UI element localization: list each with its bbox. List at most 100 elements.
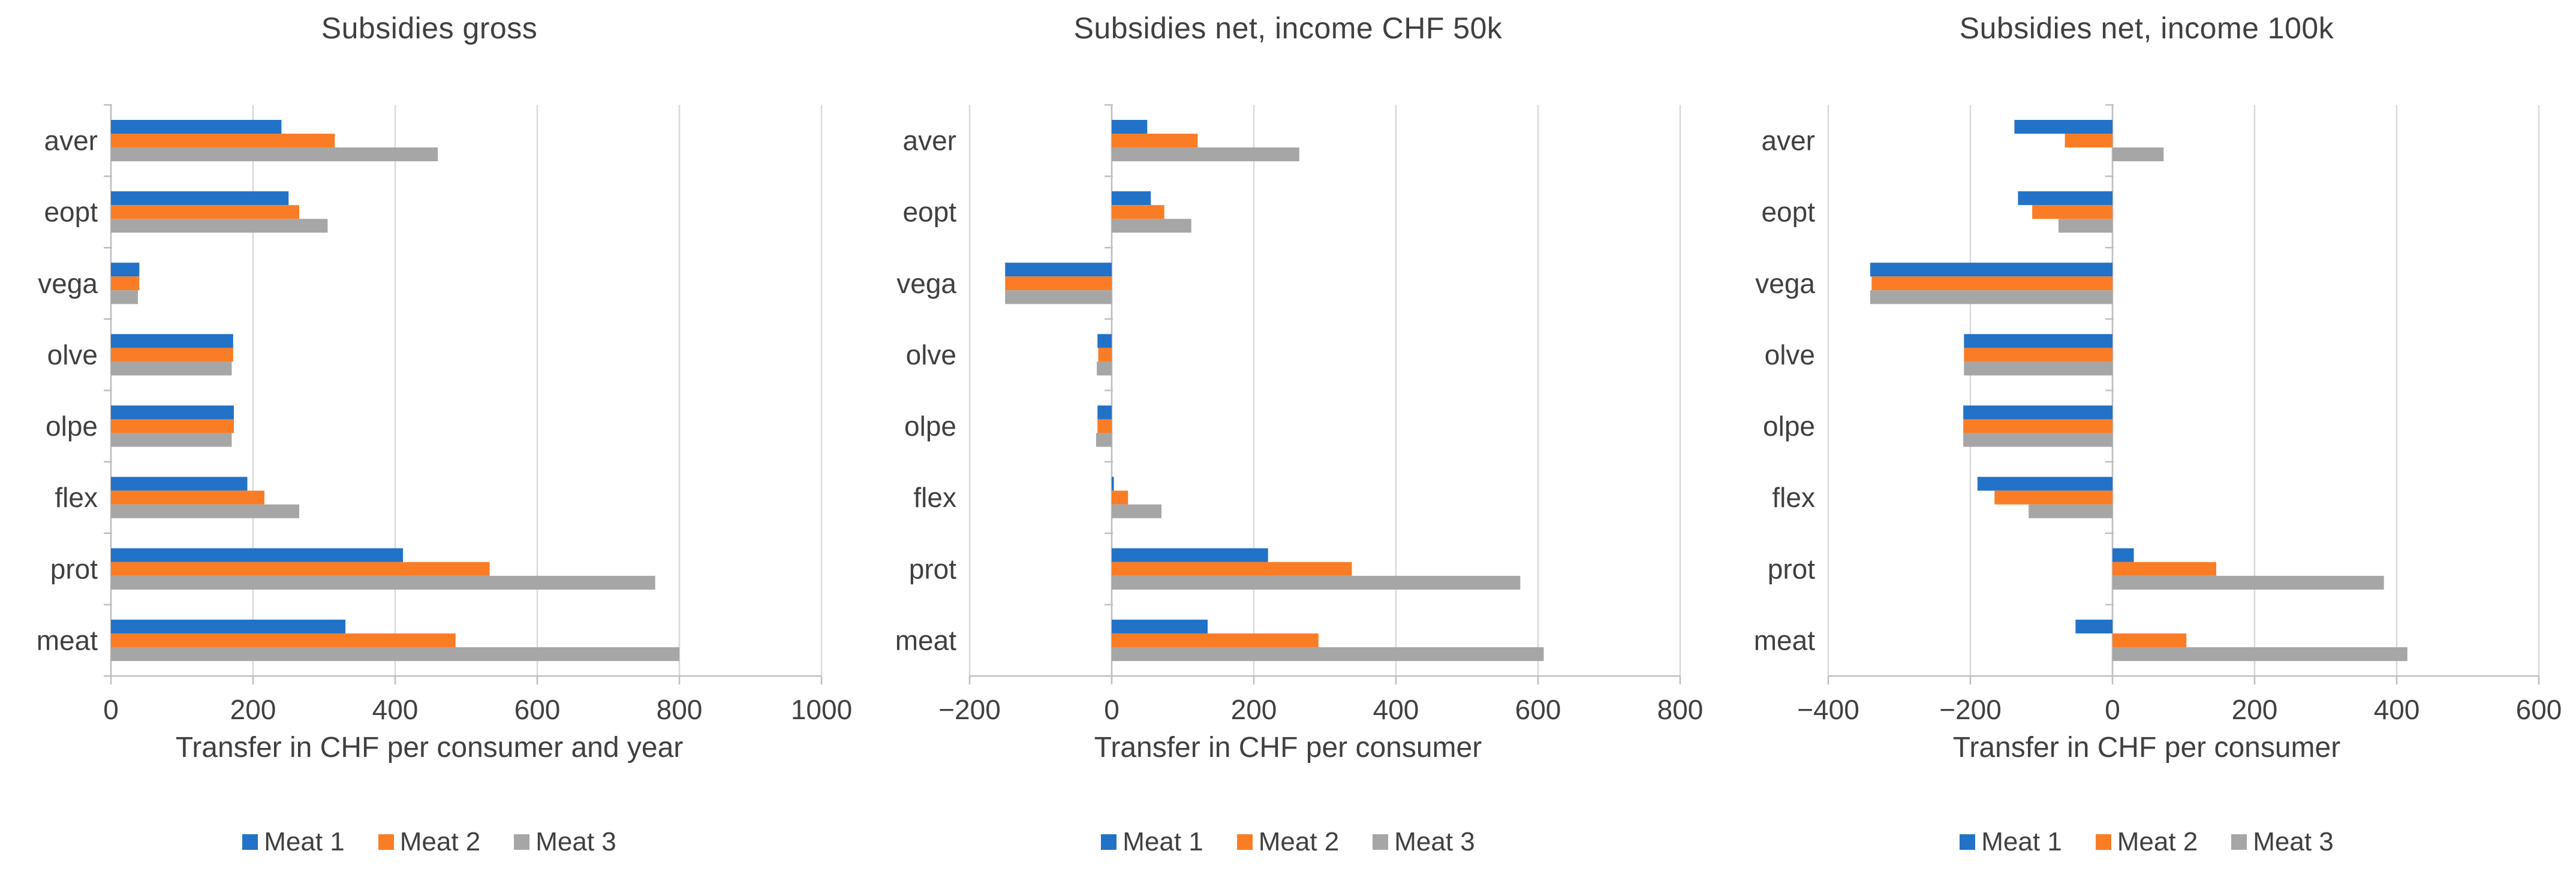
legend-swatch-icon <box>1101 834 1117 850</box>
bar-eopt-meat2 <box>2032 205 2112 219</box>
x-tick-label: 200 <box>2232 694 2278 725</box>
legend-swatch-icon <box>1373 834 1389 850</box>
legend-label: Meat 1 <box>1123 827 1203 856</box>
bar-olve-meat2 <box>1964 348 2112 362</box>
category-label-prot: prot <box>1768 553 1815 584</box>
bar-aver-meat3 <box>2112 147 2164 162</box>
category-label-prot: prot <box>50 553 98 584</box>
bar-flex-meat1 <box>111 476 248 491</box>
bar-flex-meat2 <box>111 490 264 505</box>
legend-label: Meat 3 <box>535 827 616 856</box>
category-label-olve: olve <box>1765 339 1815 370</box>
x-tick-label: 800 <box>1657 694 1704 725</box>
legend: Meat 1 Meat 2 Meat 3 <box>1960 827 2334 857</box>
x-tick-label: 200 <box>230 694 276 725</box>
legend-item-meat-2: Meat 2 <box>1236 827 1340 857</box>
category-label-aver: aver <box>44 125 98 156</box>
x-tick-label: 1000 <box>791 694 852 725</box>
bar-prot-meat1 <box>1112 548 1268 562</box>
legend-swatch-icon <box>242 834 258 850</box>
bar-meat-meat1 <box>111 619 346 633</box>
category-label-eopt: eopt <box>1761 197 1815 228</box>
bar-olve-meat3 <box>111 361 232 376</box>
bar-olpe-meat1 <box>1097 405 1112 420</box>
category-label-flex: flex <box>1772 482 1815 513</box>
category-label-meat: meat <box>37 624 98 656</box>
bar-aver-meat1 <box>2014 120 2112 134</box>
bar-flex-meat1 <box>1112 476 1114 491</box>
legend-label: Meat 2 <box>2117 827 2198 856</box>
x-tick-label: 600 <box>1515 694 1561 725</box>
bar-aver-meat3 <box>1112 147 1299 162</box>
category-label-vega: vega <box>38 268 98 299</box>
category-label-flex: flex <box>913 482 956 513</box>
category-label-meat: meat <box>1754 624 1815 656</box>
x-tick-label: −200 <box>938 694 1001 725</box>
bar-prot-meat1 <box>2112 548 2134 562</box>
x-tick-label: 600 <box>2516 694 2562 725</box>
legend-item-meat-1: Meat 1 <box>242 827 345 857</box>
bar-chart-subsidies-gross: 0 200 400 600 800 1000 aver eopt vega olve olpe fle… <box>37 104 852 725</box>
bar-aver-meat1 <box>1112 120 1148 134</box>
legend-item-meat-3: Meat 3 <box>1373 827 1475 857</box>
panel-subsidies-net-50k: Subsidies net, income CHF 50k −200 0 200 40… <box>859 0 1717 872</box>
legend-swatch-icon <box>514 834 530 850</box>
bar-meat-meat3 <box>111 647 679 661</box>
bar-prot-meat1 <box>111 548 404 562</box>
category-label-eopt: eopt <box>902 197 956 228</box>
bar-olve-meat3 <box>1964 361 2112 376</box>
x-tick-label: −200 <box>1939 694 2002 725</box>
bar-aver-meat1 <box>111 120 282 134</box>
legend-label: Meat 2 <box>1258 827 1340 856</box>
bar-olpe-meat3 <box>1963 433 2112 447</box>
bar-prot-meat2 <box>2112 562 2217 576</box>
bar-vega-meat2 <box>1871 276 2112 291</box>
legend-item-meat-2: Meat 2 <box>378 827 481 857</box>
x-tick-label: 800 <box>657 694 703 725</box>
bar-flex-meat3 <box>2029 504 2112 518</box>
bar-olpe-meat2 <box>111 419 234 433</box>
category-label-olpe: olpe <box>46 411 98 442</box>
category-label-flex: flex <box>55 482 98 513</box>
bar-vega-meat1 <box>111 262 140 277</box>
bar-olve-meat1 <box>111 334 233 348</box>
bar-vega-meat3 <box>1005 290 1112 304</box>
bar-aver-meat2 <box>111 134 335 148</box>
bar-olpe-meat1 <box>1963 405 2112 420</box>
legend-label: Meat 2 <box>399 827 481 856</box>
x-tick-label: −400 <box>1797 694 1859 725</box>
bar-vega-meat3 <box>1870 290 2112 304</box>
legend-item-meat-3: Meat 3 <box>2231 827 2334 857</box>
x-tick-label: 0 <box>103 694 119 725</box>
bar-vega-meat3 <box>111 290 139 304</box>
chart-title: Subsidies net, income 100k <box>1959 11 2334 45</box>
bar-eopt-meat3 <box>2058 219 2112 233</box>
bar-olpe-meat3 <box>1096 433 1112 447</box>
bar-meat-meat1 <box>1112 619 1208 633</box>
bar-eopt-meat1 <box>2018 191 2112 206</box>
legend: Meat 1 Meat 2 Meat 3 <box>242 827 616 857</box>
bar-flex-meat3 <box>111 504 300 518</box>
bar-flex-meat2 <box>1112 490 1128 505</box>
bar-olpe-meat2 <box>1097 419 1112 433</box>
x-tick-label: 0 <box>2105 694 2120 725</box>
legend-swatch-icon <box>2095 834 2111 850</box>
bar-eopt-meat1 <box>1112 191 1151 206</box>
bar-prot-meat3 <box>111 575 655 590</box>
bar-meat-meat2 <box>111 633 456 647</box>
legend-item-meat-3: Meat 3 <box>514 827 616 857</box>
legend-swatch-icon <box>1960 834 1976 850</box>
category-label-olpe: olpe <box>1763 411 1815 442</box>
bar-eopt-meat1 <box>111 191 289 206</box>
category-label-prot: prot <box>909 553 956 584</box>
legend-item-meat-1: Meat 1 <box>1101 827 1203 857</box>
bar-chart-subsidies-net-50k: −200 0 200 400 600 800 aver eopt vega olve olpe fle… <box>895 104 1704 725</box>
x-tick-label: 400 <box>372 694 419 725</box>
bar-flex-meat3 <box>1112 504 1161 518</box>
x-axis-title: Transfer in CHF per consumer <box>1952 732 2341 764</box>
legend-swatch-icon <box>2231 834 2247 850</box>
bar-prot-meat3 <box>1112 575 1521 590</box>
category-label-olpe: olpe <box>904 411 956 442</box>
bar-meat-meat2 <box>1112 633 1319 647</box>
category-label-eopt: eopt <box>44 197 98 228</box>
